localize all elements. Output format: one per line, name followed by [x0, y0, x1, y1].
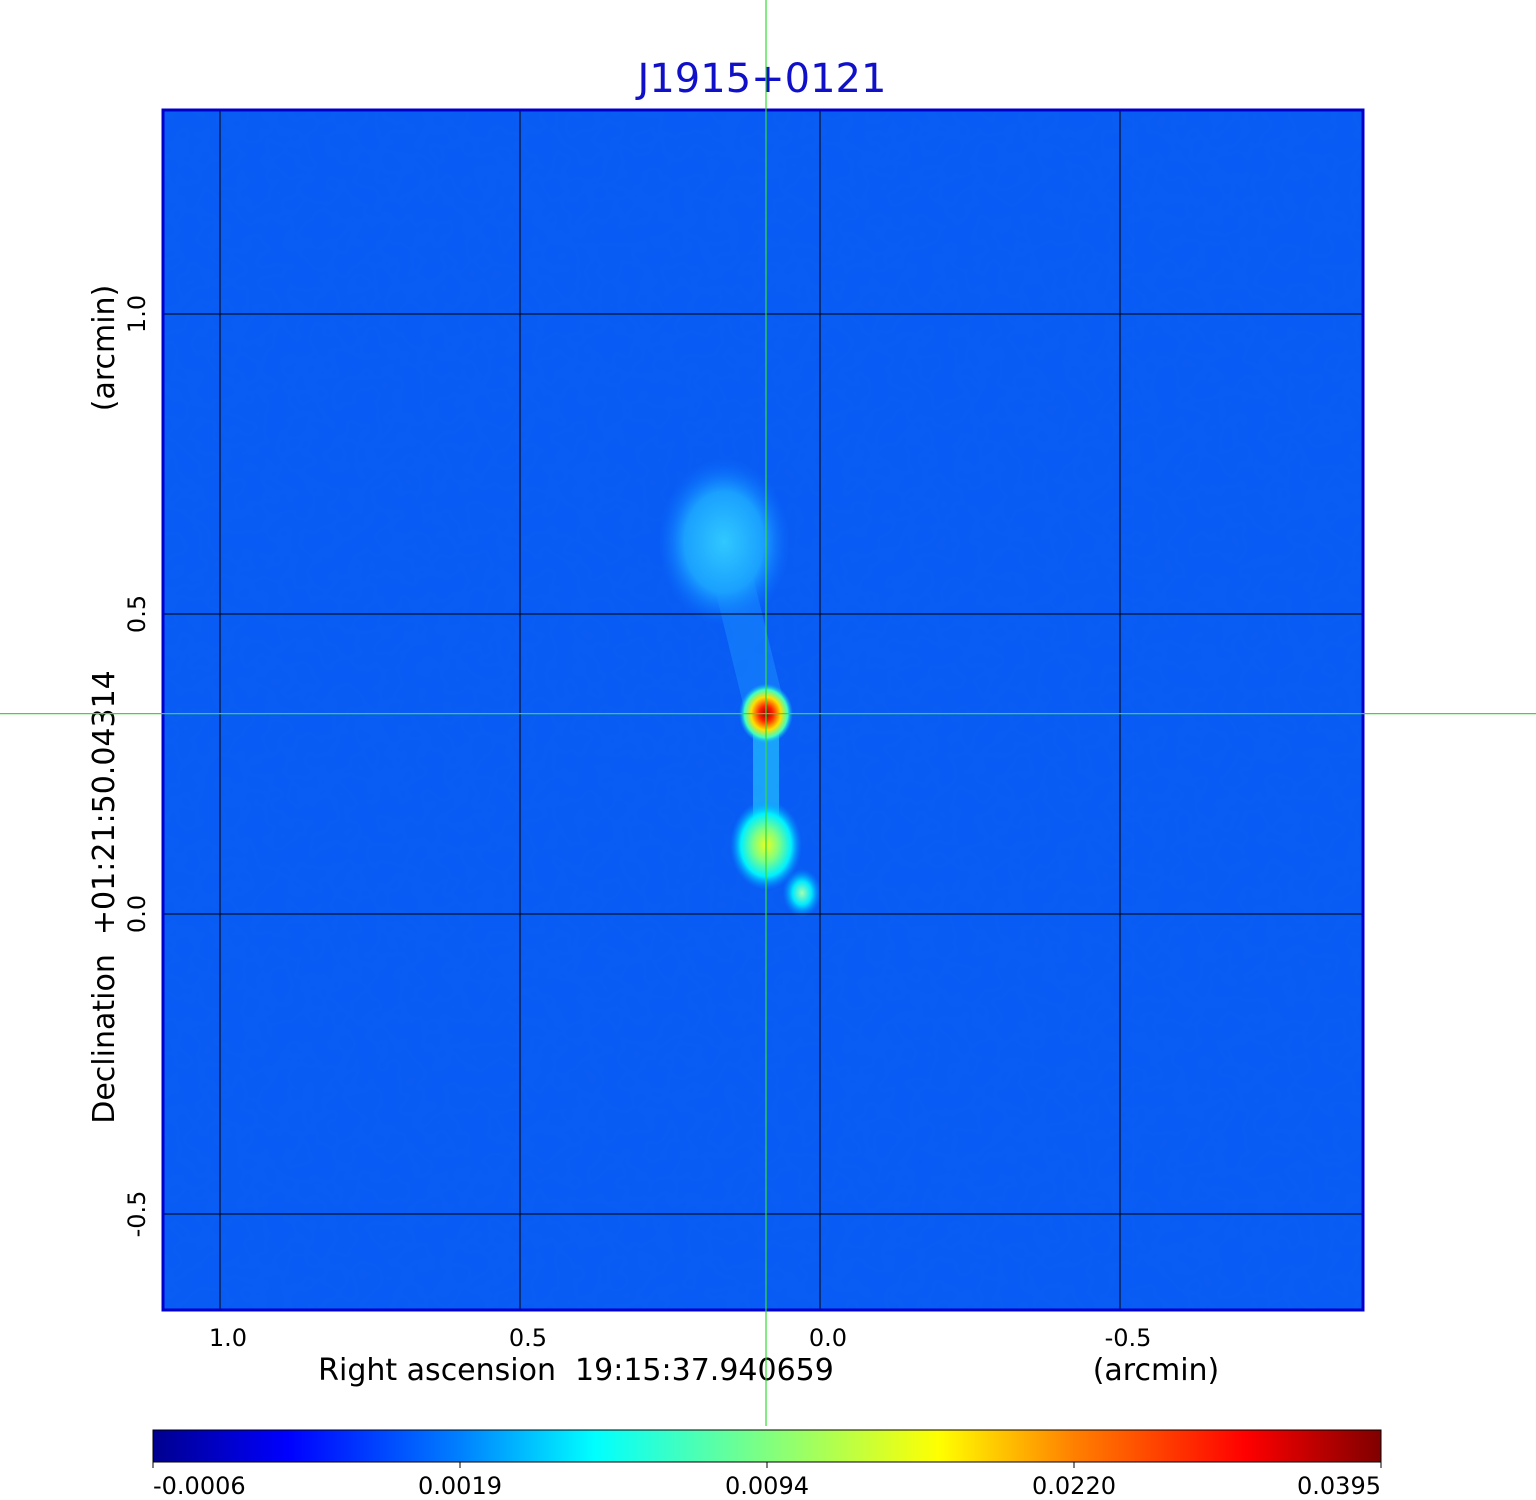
grid-lines [163, 110, 1363, 1310]
x-axis-unit: (arcmin) [1093, 1353, 1220, 1388]
x-tick-label: -0.5 [1105, 1324, 1152, 1352]
colorbar-tick-label: 0.0395 [1297, 1472, 1381, 1500]
source-blob [658, 458, 790, 626]
image-panel [161, 108, 1365, 1312]
chart-title: J1915+0121 [635, 56, 887, 102]
colorbar-tick-label: 0.0094 [725, 1472, 809, 1500]
x-axis-label: Right ascension 19:15:37.940659 [318, 1353, 834, 1388]
y-axis-label: Declination +01:21:50.04314 [87, 670, 122, 1124]
colorbar-gradient [152, 1429, 1382, 1463]
colorbar-tick-labels: -0.0006 0.0019 0.0094 0.0220 0.0395 [152, 1462, 1382, 1500]
y-tick-label: 0.0 [123, 895, 151, 933]
x-tick-label: 0.0 [809, 1324, 847, 1352]
y-tick-labels: 1.0 0.5 0.0 -0.5 [123, 295, 151, 1238]
image-frame [161, 108, 1365, 1312]
x-tick-labels: 1.0 0.5 0.0 -0.5 [209, 1324, 1152, 1352]
colorbar-tick-label: 0.0220 [1032, 1472, 1116, 1500]
y-tick-label: 1.0 [123, 295, 151, 333]
x-tick-label: 1.0 [209, 1324, 247, 1352]
y-tick-label: -0.5 [123, 1191, 151, 1238]
y-axis-unit: (arcmin) [87, 285, 122, 412]
y-tick-label: 0.5 [123, 595, 151, 633]
colorbar: -0.0006 0.0019 0.0094 0.0220 0.0395 [152, 1429, 1382, 1500]
x-tick-label: 0.5 [509, 1324, 547, 1352]
crosshair [0, 0, 1536, 1426]
source-blob [782, 869, 822, 917]
colorbar-tick-label: -0.0006 [153, 1472, 246, 1500]
colorbar-tick-label: 0.0019 [418, 1472, 502, 1500]
